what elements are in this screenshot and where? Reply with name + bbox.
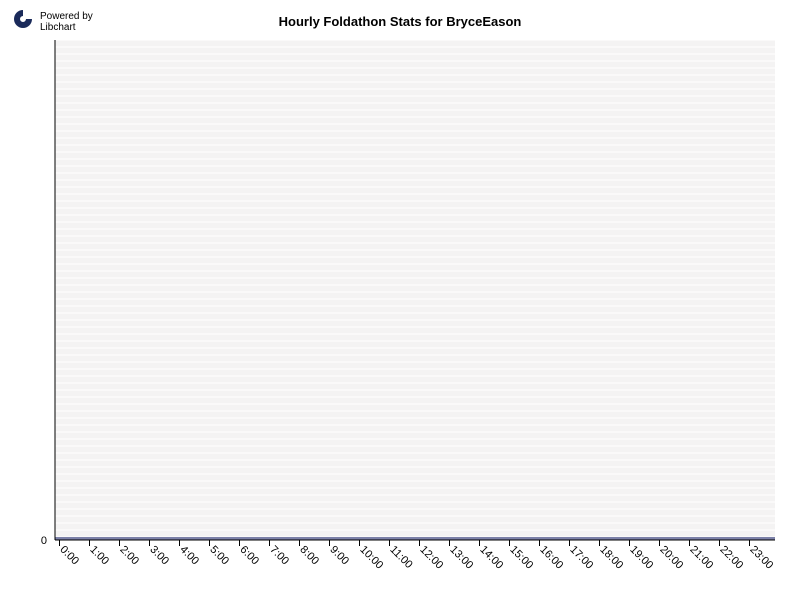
y-tick-label: 0 [41,535,47,547]
x-tick-label: 22:00 [717,544,745,572]
x-tick-label: 2:00 [117,544,141,568]
x-tick-label: 8:00 [297,544,321,568]
x-tick-label: 23:00 [747,544,775,572]
x-tick-label: 10:00 [357,544,385,572]
chart-container: { "logo": { "powered_by_line1": "Powered… [0,0,800,600]
x-tick-label: 14:00 [477,544,505,572]
x-tick-label: 12:00 [417,544,445,572]
chart-plot: 0 0:001:002:003:004:005:006:007:008:009:0… [0,0,800,600]
x-tick-label: 13:00 [447,544,475,572]
x-tick-label: 16:00 [537,544,565,572]
x-tick-label: 19:00 [627,544,655,572]
x-tick-label: 11:00 [387,544,414,571]
x-tick-label: 0:00 [57,544,81,568]
x-tick-label: 21:00 [687,544,715,572]
x-tick-label: 5:00 [207,544,231,568]
x-tick-label: 4:00 [177,544,201,568]
x-tick-label: 17:00 [567,544,595,572]
x-tick-label: 7:00 [267,544,291,568]
x-tick-label: 15:00 [507,544,535,572]
x-tick-label: 9:00 [327,544,351,568]
x-tick-label: 3:00 [147,544,171,568]
x-tick-label: 1:00 [87,544,111,568]
x-tick-label: 18:00 [597,544,625,572]
x-tick-label: 6:00 [237,544,261,568]
x-tick-label: 20:00 [657,544,685,572]
